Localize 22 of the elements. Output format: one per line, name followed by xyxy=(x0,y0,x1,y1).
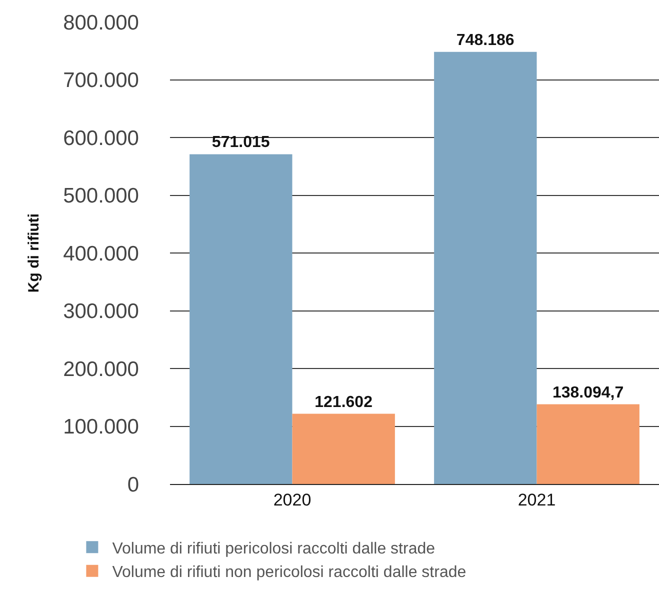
bar xyxy=(292,414,395,484)
y-tick-label: 200.000 xyxy=(63,358,139,381)
legend-label: Volume di rifiuti pericolosi raccolti dalle strade xyxy=(112,540,436,558)
data-label: 571.015 xyxy=(212,134,270,152)
legend-label: Volume di rifiuti non pericolosi raccolti dalle strade xyxy=(112,564,466,582)
y-tick-label: 800.000 xyxy=(63,11,139,34)
data-label: 748.186 xyxy=(456,32,514,49)
bar xyxy=(190,154,292,484)
bar xyxy=(434,52,537,484)
x-tick-label: 2021 xyxy=(518,490,556,510)
y-tick-label: 400.000 xyxy=(63,242,139,266)
y-tick-label: 500.000 xyxy=(63,184,139,208)
y-tick-label: 700.000 xyxy=(63,69,139,92)
y-tick-label: 100.000 xyxy=(63,416,139,439)
x-tick-label: 2020 xyxy=(273,490,312,510)
y-tick-label: 0 xyxy=(127,473,139,496)
data-label: 138.094,7 xyxy=(552,384,624,402)
bar xyxy=(536,404,640,484)
y-tick-label: 300.000 xyxy=(63,300,139,324)
data-label: 121.602 xyxy=(314,394,373,411)
y-tick-label: 600.000 xyxy=(63,126,139,150)
y-axis-title: Kg di rifiuti xyxy=(25,213,42,293)
